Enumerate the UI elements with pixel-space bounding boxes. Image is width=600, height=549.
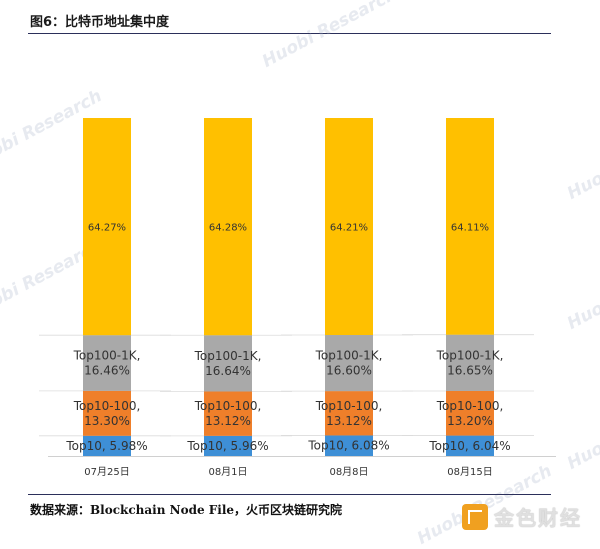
- stacked-bar-chart: Top10, 5.98% Top10-100, 13.30% Top100-1K, 16…: [39, 118, 556, 478]
- data-label: 64.27%: [88, 223, 126, 234]
- bar-segment: [325, 391, 373, 436]
- bar-segment: [83, 390, 131, 436]
- data-label: Top100-1K, 16.64%: [194, 349, 262, 378]
- bar-segment: [325, 335, 373, 392]
- bar-segment: [446, 390, 494, 436]
- data-label: Top10, 5.96%: [186, 439, 268, 453]
- bar-segment: [204, 435, 252, 456]
- bar-segment: [83, 335, 131, 391]
- data-label: Top10-100, 13.20%: [436, 399, 504, 428]
- bar-segment: [325, 435, 373, 456]
- x-tick-label: 07月25日: [84, 466, 129, 478]
- bar-segment: [446, 334, 494, 391]
- brand-name: 金色财经: [494, 506, 582, 530]
- bar-segment: [204, 391, 252, 436]
- x-tick-label: 08月1日: [208, 466, 247, 478]
- chart-title: 图6：比特币地址集中度: [30, 15, 170, 30]
- title-divider: [28, 33, 551, 34]
- data-label: Top10, 6.04%: [428, 439, 510, 453]
- data-label: 64.11%: [451, 222, 489, 233]
- jinse-logo-icon: [462, 503, 488, 530]
- data-label: Top100-1K, 16.46%: [73, 349, 141, 378]
- bar-segment: [204, 118, 252, 336]
- data-label: 64.21%: [330, 223, 368, 234]
- data-label: Top10, 5.98%: [65, 439, 147, 453]
- source-divider: [28, 494, 551, 495]
- bar-segment: [83, 435, 131, 456]
- brand: 金色财经: [462, 502, 582, 531]
- bar-segment: [446, 435, 494, 456]
- data-label: Top10-100, 13.30%: [73, 399, 141, 428]
- bar-segment: [446, 118, 494, 335]
- data-label: Top10, 6.08%: [307, 439, 389, 453]
- bar-segment: [204, 335, 252, 392]
- data-label: Top100-1K, 16.60%: [315, 349, 383, 378]
- data-label: Top10-100, 13.12%: [315, 399, 383, 428]
- data-label: 64.28%: [209, 223, 247, 234]
- x-tick-label: 08月8日: [329, 466, 368, 478]
- bar-segment: [325, 118, 373, 336]
- data-label: Top10-100, 13.12%: [194, 399, 262, 428]
- bar-segment: [83, 118, 131, 336]
- data-label: Top100-1K, 16.65%: [436, 348, 504, 377]
- x-tick-label: 08月15日: [447, 466, 492, 478]
- data-source: 数据来源：Blockchain Node File，火币区块链研究院: [30, 503, 343, 517]
